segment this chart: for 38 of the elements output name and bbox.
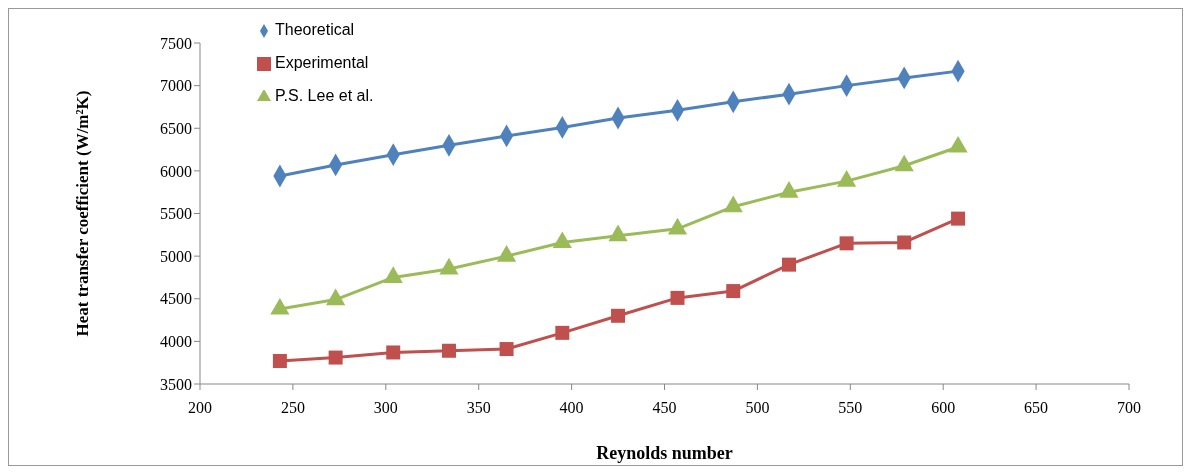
x-axis-title: Reynolds number xyxy=(596,443,733,463)
x-tick-label: 250 xyxy=(280,399,305,417)
point xyxy=(781,257,796,272)
x-tick-label: 500 xyxy=(745,399,770,417)
point xyxy=(670,290,685,305)
y-tick-label: 6000 xyxy=(160,162,192,180)
x-tick-label: 700 xyxy=(1117,399,1141,417)
x-tick-label: 550 xyxy=(838,399,863,417)
y-tick-label: 4500 xyxy=(160,290,192,308)
y-tick-label: 5000 xyxy=(160,247,192,265)
y-tick-label: 3500 xyxy=(160,375,192,393)
x-tick-label: 450 xyxy=(652,399,677,417)
legend-label: Experimental xyxy=(275,54,369,71)
point xyxy=(555,325,570,340)
legend-label: P.S. Lee et al. xyxy=(275,87,374,104)
point xyxy=(441,343,456,358)
x-tick-label: 350 xyxy=(466,399,491,417)
point xyxy=(499,342,514,357)
y-tick-label: 6500 xyxy=(160,119,192,137)
point xyxy=(386,345,401,360)
point xyxy=(272,353,287,368)
point xyxy=(726,284,741,299)
point xyxy=(897,235,912,250)
x-tick-label: 200 xyxy=(188,399,212,417)
y-tick-label: 7000 xyxy=(160,77,192,95)
point xyxy=(611,308,626,323)
point xyxy=(951,211,966,226)
x-tick-label: 600 xyxy=(931,399,956,417)
x-tick-label: 400 xyxy=(559,399,584,417)
y-tick-label: 4000 xyxy=(160,333,192,351)
x-tick-label: 300 xyxy=(373,399,398,417)
x-tick-label: 650 xyxy=(1024,399,1049,417)
point xyxy=(839,236,854,251)
y-tick-label: 5500 xyxy=(160,205,192,223)
y-tick-label: 7500 xyxy=(160,34,192,52)
legend-label: Theoretical xyxy=(275,21,355,38)
point xyxy=(328,350,343,365)
y-axis-title: Heat transfer coefficient (W/m²K) xyxy=(72,90,92,337)
